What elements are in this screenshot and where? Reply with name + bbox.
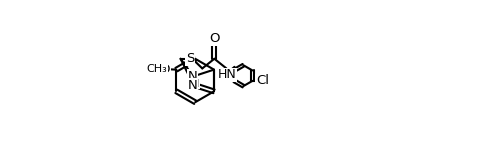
Text: N: N (188, 70, 198, 83)
Text: O: O (159, 63, 170, 76)
Text: H: H (191, 79, 199, 89)
Text: HN: HN (218, 68, 237, 81)
Text: Cl: Cl (256, 74, 269, 87)
Text: O: O (209, 32, 220, 45)
Text: N: N (188, 79, 198, 92)
Text: CH₃: CH₃ (147, 64, 167, 74)
Text: S: S (186, 52, 195, 65)
